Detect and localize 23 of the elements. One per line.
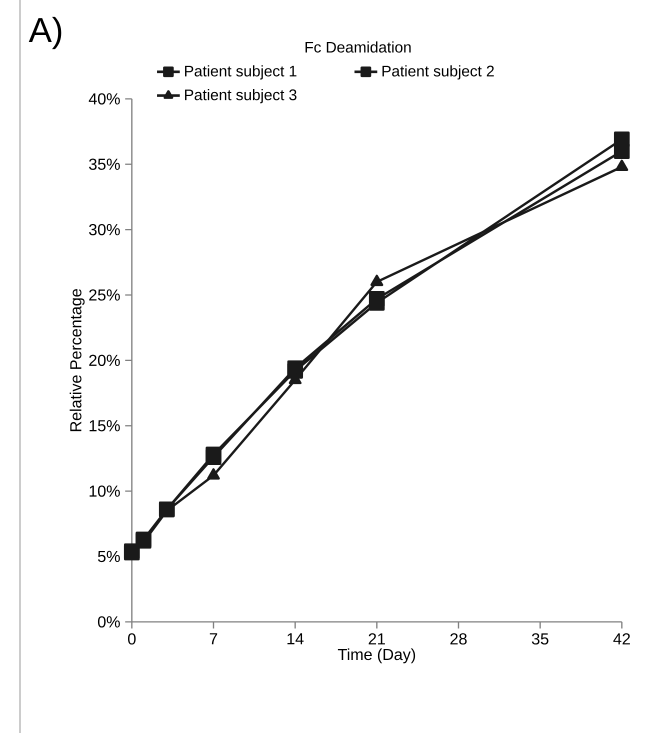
- x-tick-label: 42: [613, 633, 630, 644]
- x-tick-label: 7: [210, 633, 218, 644]
- x-tick-label: 35: [532, 633, 548, 645]
- x-tick-label: 21: [368, 633, 385, 644]
- x-tick-label: 0: [128, 633, 136, 645]
- y-tick-label: 0%: [98, 616, 120, 628]
- y-tick-label: 30%: [89, 224, 120, 236]
- x-tick-label: 28: [450, 633, 467, 645]
- legend-label: Patient subject 1: [185, 65, 296, 80]
- y-axis-title: Relative Percentage: [70, 289, 85, 432]
- text: A): [28, 16, 62, 50]
- y-tick-label: 40%: [88, 93, 120, 105]
- y-tick-label: 15%: [90, 420, 120, 432]
- y-tick-label: 5%: [98, 550, 120, 562]
- x-axis-title: Time (Day): [338, 648, 416, 664]
- y-tick-label: 10%: [90, 485, 120, 497]
- y-tick-label: 20%: [89, 354, 120, 366]
- chart-title: Fc Deamidation: [306, 41, 411, 53]
- x-tick-label: 14: [287, 633, 304, 644]
- legend-label: Patient subject 2: [382, 65, 494, 80]
- y-tick-label: 35%: [89, 158, 120, 170]
- y-tick-label: 25%: [89, 289, 120, 301]
- legend-label: Patient subject 3: [185, 89, 296, 104]
